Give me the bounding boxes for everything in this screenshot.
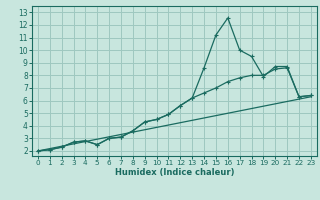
X-axis label: Humidex (Indice chaleur): Humidex (Indice chaleur) (115, 168, 234, 177)
